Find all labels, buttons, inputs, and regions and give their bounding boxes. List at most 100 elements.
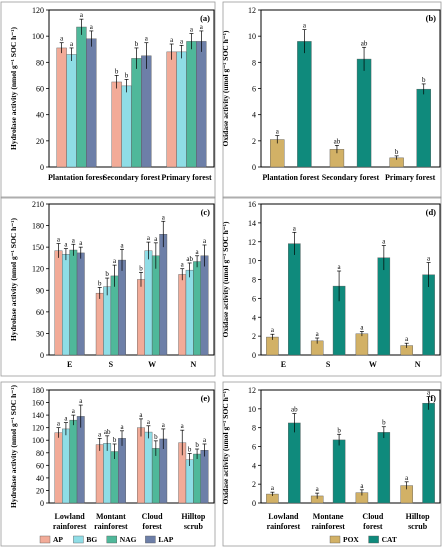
significance-letter: a xyxy=(196,248,200,256)
significance-letter: b xyxy=(395,148,399,156)
y-tick-label: 16 xyxy=(248,200,256,209)
y-tick-label: 14 xyxy=(248,219,256,228)
significance-letter: ab xyxy=(186,255,193,263)
significance-letter: a xyxy=(190,26,194,34)
legend-swatch-lap xyxy=(145,535,156,544)
bar-ap xyxy=(178,274,187,356)
y-tick-label: 150 xyxy=(32,243,44,252)
bar-nag xyxy=(69,249,78,356)
significance-letter: a xyxy=(64,415,68,423)
significance-letter: a xyxy=(145,35,149,43)
bar-bg xyxy=(144,431,153,504)
panel-f: 0 2 4 6 8 10 12 Oxidase activity (umol g⁻¹ SOC … xyxy=(221,381,442,547)
category-label: rainforest xyxy=(267,522,301,531)
y-tick-label: 10 xyxy=(248,257,256,266)
y-tick-label: 40 xyxy=(36,474,44,483)
y-tick-label: 100 xyxy=(32,436,44,445)
bar-cat xyxy=(288,422,301,504)
legend-label: POX xyxy=(343,535,359,544)
category-label: S xyxy=(326,360,331,369)
bar-ap xyxy=(137,427,145,504)
category-label: Secondary forest xyxy=(103,173,161,182)
significance-letter: a xyxy=(382,238,386,246)
significance-letter: a xyxy=(316,485,320,493)
y-tick-label: 0 xyxy=(40,163,44,172)
significance-letter: a xyxy=(181,261,185,269)
bar-bg xyxy=(185,269,194,356)
y-tick-label: 80 xyxy=(36,449,44,458)
category-label: forest xyxy=(142,522,162,531)
y-tick-label: 180 xyxy=(32,222,44,231)
significance-letter: a xyxy=(181,422,185,430)
y-tick-label: 12 xyxy=(248,6,256,15)
category-label: rainforest xyxy=(311,522,345,531)
y-axis-label: Hydrolase activity (nmol g⁻¹ SOC h⁻¹) xyxy=(9,385,18,508)
significance-letter: b xyxy=(115,67,119,75)
panel-label: (f) xyxy=(428,393,437,403)
significance-letter: a xyxy=(170,36,174,44)
y-tick-label: 4 xyxy=(252,461,256,470)
category-label: Plantation forest xyxy=(48,173,105,182)
bar-pox xyxy=(355,333,369,356)
category-label: E xyxy=(67,360,72,369)
significance-letter: ab xyxy=(334,137,341,145)
panel-label: (a) xyxy=(200,13,210,23)
legend: POX CAT xyxy=(329,535,397,544)
y-tick-label: 2 xyxy=(252,332,256,341)
significance-letter: a xyxy=(64,241,68,249)
category-label: Primary forest xyxy=(385,173,436,182)
bar-cat xyxy=(416,88,431,168)
significance-letter: a xyxy=(316,330,320,338)
bar-nag xyxy=(76,26,87,168)
legend-label: BG xyxy=(86,535,97,544)
significance-letter: a xyxy=(303,22,307,30)
significance-letter: b xyxy=(188,445,192,453)
bar-lap xyxy=(200,255,209,356)
significance-letter: a xyxy=(405,474,409,482)
bar-nag xyxy=(131,58,142,168)
y-tick-label: 6 xyxy=(252,294,256,303)
plot-area xyxy=(48,203,215,356)
bar-lap xyxy=(159,233,168,356)
y-tick-label: 120 xyxy=(32,265,44,274)
significance-letter: b xyxy=(382,419,386,427)
y-tick-label: 60 xyxy=(36,461,44,470)
significance-letter: a xyxy=(98,430,102,438)
significance-letter: a xyxy=(293,224,297,232)
significance-letter: a xyxy=(79,239,83,247)
category-label: S xyxy=(109,360,114,369)
bar-cat xyxy=(332,439,346,504)
category-label: scrub xyxy=(408,522,428,531)
bar-ap xyxy=(166,51,177,168)
significance-letter: a xyxy=(79,397,83,405)
category-label: Hilltop xyxy=(181,512,206,521)
bar-nag xyxy=(193,453,202,504)
bar-nag xyxy=(151,448,160,504)
category-label: Hilltop xyxy=(406,512,431,521)
bar-cat xyxy=(356,58,372,168)
legend-label: LAP xyxy=(158,535,173,544)
significance-letter: a xyxy=(57,420,61,428)
bar-nag xyxy=(186,41,197,168)
bar-bg xyxy=(103,443,112,504)
bar-lap xyxy=(76,252,85,356)
significance-letter: a xyxy=(360,323,364,331)
panel-frame xyxy=(222,196,442,377)
y-tick-label: 0 xyxy=(40,351,44,360)
y-tick-label: 180 xyxy=(32,386,44,395)
significance-letter: b xyxy=(113,436,117,444)
legend-label: CAT xyxy=(382,535,397,544)
significance-letter: a xyxy=(162,421,166,429)
y-tick-label: 10 xyxy=(248,405,256,414)
y-tick-label: 10 xyxy=(248,32,256,41)
y-axis-label: Oxidase activity (umol g⁻¹ SOC h⁻¹) xyxy=(221,221,230,337)
bar-cat xyxy=(288,243,301,356)
y-tick-label: 30 xyxy=(36,329,44,338)
category-label: Cloud xyxy=(362,512,383,521)
y-tick-label: 4 xyxy=(252,111,256,120)
y-tick-label: 2 xyxy=(252,480,256,489)
significance-letter: a xyxy=(162,213,166,221)
bar-pox xyxy=(270,139,285,168)
y-tick-label: 0 xyxy=(252,499,256,508)
y-tick-label: 0 xyxy=(252,351,256,360)
